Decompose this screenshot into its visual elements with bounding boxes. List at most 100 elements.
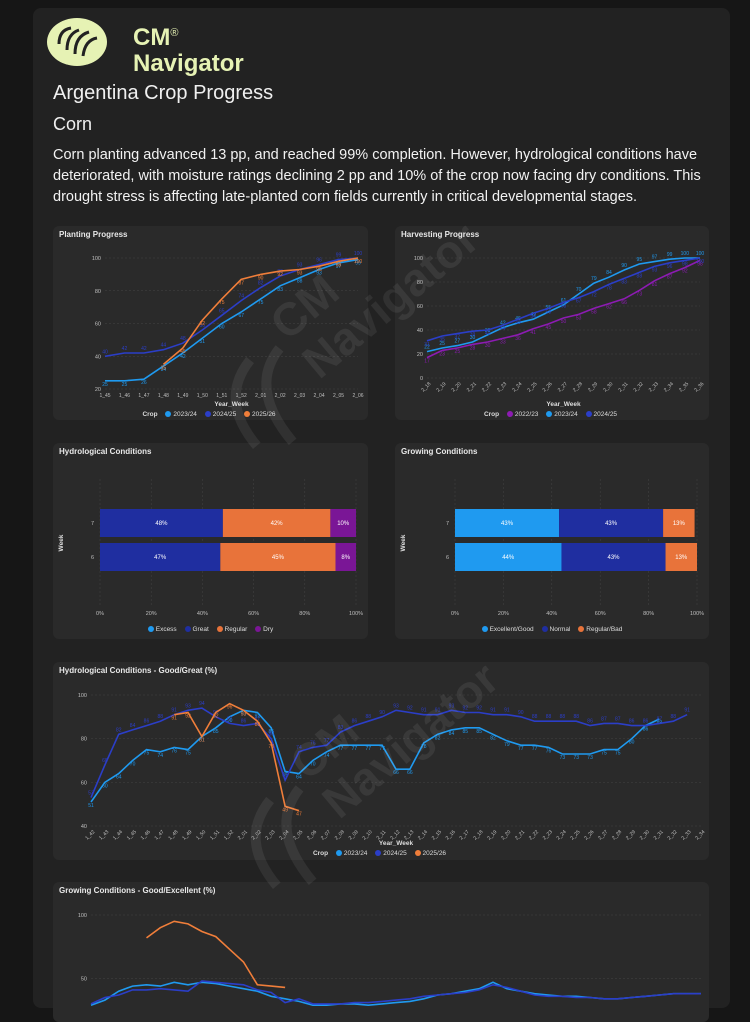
data-label: 76	[171, 748, 177, 754]
data-label: 35	[161, 365, 167, 371]
data-label: 83	[338, 725, 344, 731]
data-label: 42	[122, 346, 128, 352]
data-label: 75	[144, 751, 150, 757]
data-label: 49	[282, 807, 288, 813]
x-tick-label: 2_18	[420, 381, 432, 393]
x-tick-label: 2_22	[528, 829, 540, 841]
data-label: 88	[532, 714, 538, 720]
data-label: 36	[515, 336, 521, 342]
harvesting-progress-card[interactable]: Harvesting Progress 0 20 40 60 80 100 2_18 2_19…	[395, 226, 709, 420]
series-line-2025-26	[162, 257, 359, 366]
data-label: 75	[615, 751, 621, 757]
hydrological-conditions-chart[interactable]: 0% 20% 40% 60% 80% 100% Week 7 48% 42% 10% 6 47% 45% 8…	[53, 443, 368, 639]
planting-progress-card[interactable]: Planting Progress 20 40 60 80 100 1_45 1_46 1_4…	[53, 226, 368, 420]
hydrological-conditions-card[interactable]: Hydrological Conditions 0% 20% 40% 60% 80% 10…	[53, 443, 368, 639]
x-tick-label: 2_25	[526, 381, 538, 393]
data-label: 39	[470, 332, 476, 338]
data-label: 83	[621, 279, 627, 285]
report-panel: CM® Navigator Argentina Crop Progress Co…	[33, 8, 730, 1022]
harvesting-progress-chart[interactable]: 0 20 40 60 80 100 2_18 2_19 2_20 2_21 2_22 2_23 2_24…	[395, 226, 709, 420]
data-label: 87	[615, 716, 621, 722]
growing-good-excellent-card[interactable]: Growing Conditions - Good/Excellent (%) …	[53, 882, 709, 1022]
x-axis-label: Year_Week	[214, 401, 249, 408]
x-tick-label: 2_29	[587, 381, 599, 393]
data-label: 94	[199, 701, 205, 707]
x-tick-label: 2_34	[663, 381, 675, 393]
y-axis-label: Week	[400, 534, 407, 551]
x-tick-label: 2_23	[496, 381, 508, 393]
data-label: 85	[476, 729, 482, 735]
data-label: 77	[324, 738, 330, 744]
x-tick-label: 2_28	[611, 829, 623, 841]
planting-progress-chart[interactable]: 20 40 60 80 100 1_45 1_46 1_47 1_48 1_49 1_50 1_51 1…	[53, 226, 368, 420]
x-tick-label: 1_42	[84, 829, 96, 841]
bar-segment	[561, 543, 666, 571]
data-label: 99	[355, 261, 361, 267]
x-tick-label: 20%	[146, 611, 157, 617]
growing-good-excellent-chart[interactable]: 50 100	[53, 882, 709, 1022]
data-label: 63	[561, 303, 567, 309]
data-label: 82	[116, 727, 122, 733]
x-tick-label: 2_31	[617, 381, 629, 393]
data-label: 100	[354, 251, 363, 257]
x-tick-label: 2_31	[653, 829, 665, 841]
growing-conditions-chart[interactable]: 0% 20% 40% 60% 80% 100% Week 7 43% 43% 13% 6 44% 43% 1…	[395, 443, 709, 639]
data-label: 49	[515, 320, 521, 326]
data-label: 77	[532, 746, 538, 752]
x-tick-label: 80%	[299, 611, 310, 617]
data-label: 91	[490, 708, 496, 714]
x-tick-label: 1_50	[195, 829, 207, 841]
bar-label: 48%	[155, 521, 168, 527]
data-label: 84	[130, 723, 136, 729]
data-label: 76	[546, 748, 552, 754]
bar-segment	[100, 543, 221, 571]
y-tick-label: 50	[81, 977, 87, 983]
data-label: 36	[485, 328, 491, 334]
data-label: 87	[238, 280, 244, 286]
data-label: 90	[379, 710, 385, 716]
data-label: 45	[546, 325, 552, 331]
x-tick-label: 1_51	[209, 829, 221, 841]
data-label: 93	[185, 703, 191, 709]
x-tick-label: 1_45	[126, 829, 138, 841]
bar-label: 44%	[502, 555, 515, 561]
data-label: 33	[500, 339, 506, 345]
bar-segment	[335, 543, 356, 571]
data-label: 42	[180, 354, 186, 360]
x-tick-label: 100%	[349, 611, 363, 617]
x-tick-label: 2_20	[451, 381, 463, 393]
x-tick-label: 2_26	[583, 829, 595, 841]
data-label: 93	[652, 267, 658, 273]
data-label: 66	[393, 770, 399, 776]
x-tick-label: 2_03	[264, 829, 276, 841]
data-label: 66	[407, 770, 413, 776]
y-tick-label: 100	[78, 913, 87, 919]
data-label: 22	[424, 345, 430, 351]
x-tick-label: 2_01	[255, 393, 266, 399]
data-label: 75	[219, 300, 225, 306]
x-tick-label: 2_20	[500, 829, 512, 841]
data-label: 87	[601, 716, 607, 722]
data-label: 79	[504, 742, 510, 748]
series-line-2024-25	[104, 257, 359, 358]
data-label: 95	[316, 267, 322, 273]
bar-segment	[220, 543, 336, 571]
data-label: 91	[171, 716, 177, 722]
bar-label: 43%	[501, 521, 514, 527]
data-label: 93	[241, 711, 247, 717]
series-line-2024-25	[426, 257, 701, 342]
growing-conditions-card[interactable]: Growing Conditions 0% 20% 40% 60% 80% 100% Wee…	[395, 443, 709, 639]
x-tick-label: 2_02	[275, 393, 286, 399]
x-tick-label: 1_46	[119, 393, 130, 399]
bar-label: 10%	[337, 521, 350, 527]
hydrological-good-great-card[interactable]: Hydrological Conditions - Good/Great (%)…	[53, 662, 709, 860]
x-tick-label: 2_30	[639, 829, 651, 841]
x-tick-label: 2_24	[511, 381, 523, 393]
x-tick-label: 40%	[197, 611, 208, 617]
chart-title: Planting Progress	[59, 230, 128, 239]
data-label: 45	[180, 349, 186, 355]
data-label: 73	[587, 755, 593, 761]
hydrological-good-great-chart[interactable]: 40 60 80 100 1_42 1_43 1_44 1_45 1_46 1_47 1_48 1_4…	[53, 662, 709, 860]
data-label: 74	[158, 753, 164, 759]
x-tick-label: 2_18	[472, 829, 484, 841]
